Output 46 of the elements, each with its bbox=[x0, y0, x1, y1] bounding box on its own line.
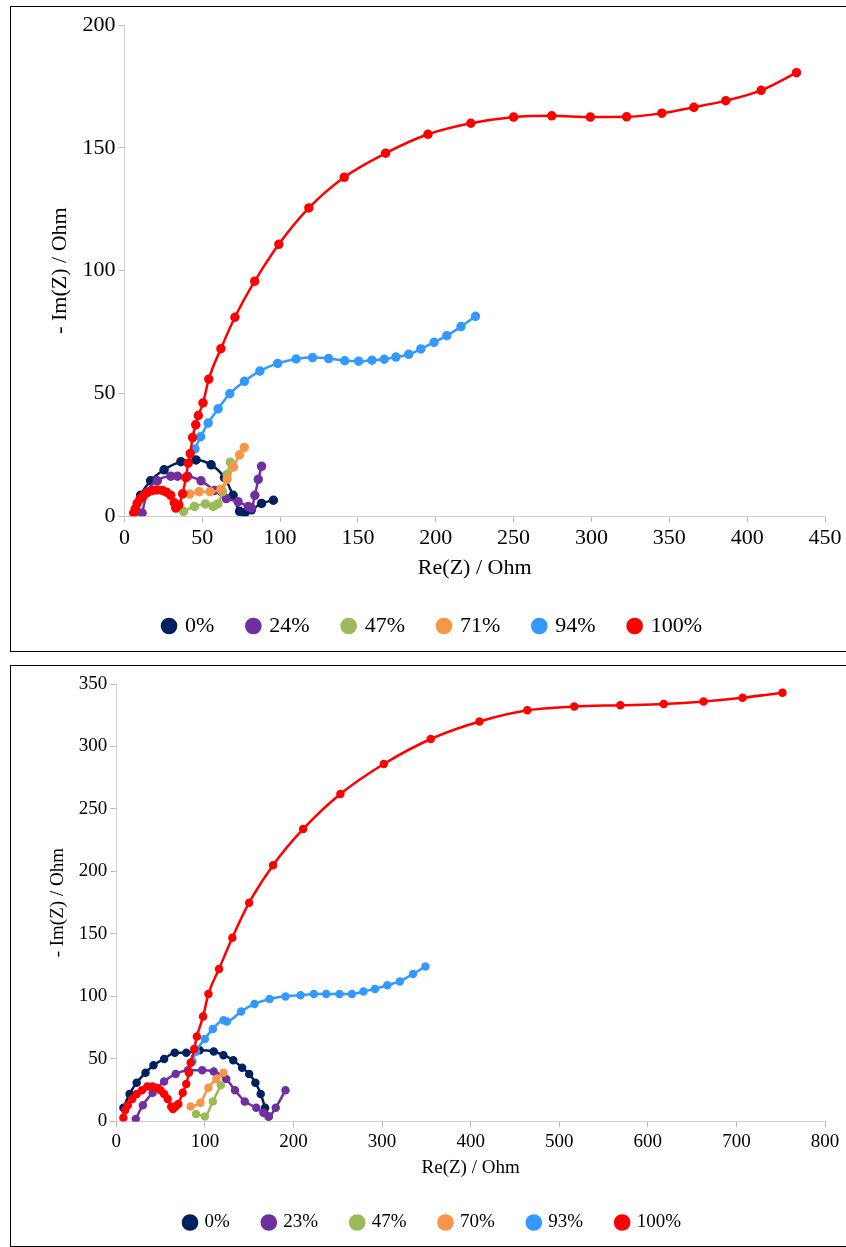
x-axis-title: Re(Z) / Ohm bbox=[417, 553, 532, 579]
x-tick-label: 200 bbox=[279, 1129, 308, 1151]
legend-label: 0% bbox=[185, 611, 215, 637]
x-tick-label: 400 bbox=[730, 524, 764, 550]
x-tick-label: 300 bbox=[367, 1129, 397, 1151]
legend-label: 0% bbox=[204, 1210, 231, 1232]
x-tick-label: 200 bbox=[419, 524, 453, 550]
x-tick-label: 150 bbox=[341, 524, 375, 550]
legend-label: 47% bbox=[364, 611, 405, 637]
legend-label: 70% bbox=[460, 1210, 495, 1232]
x-tick-label: 500 bbox=[544, 1129, 574, 1151]
y-tick-label: 350 bbox=[78, 671, 108, 693]
x-tick-label: 350 bbox=[652, 524, 686, 550]
y-tick-label: 0 bbox=[104, 501, 116, 527]
y-tick-label: 250 bbox=[78, 796, 108, 818]
y-tick-label: 150 bbox=[78, 921, 108, 943]
x-tick-label: 600 bbox=[633, 1129, 663, 1151]
legend-label: 71% bbox=[460, 611, 501, 637]
x-tick-label: 450 bbox=[808, 524, 842, 550]
legend-label: 23% bbox=[283, 1210, 319, 1232]
y-tick-label: 0 bbox=[97, 1109, 108, 1131]
y-tick-label: 50 bbox=[88, 1046, 108, 1068]
y-axis-title: - Im(Z) / Ohm bbox=[45, 207, 71, 334]
y-tick-label: 300 bbox=[78, 734, 108, 756]
legend-label: 100% bbox=[636, 1210, 682, 1232]
y-axis-title: - Im(Z) / Ohm bbox=[46, 847, 69, 958]
x-axis-title: Re(Z) / Ohm bbox=[421, 1155, 520, 1178]
x-tick-label: 50 bbox=[191, 524, 214, 550]
legend-label: 47% bbox=[371, 1210, 407, 1232]
legend-label: 94% bbox=[555, 611, 596, 637]
x-tick-label: 400 bbox=[456, 1129, 485, 1151]
legend-label: 93% bbox=[548, 1210, 584, 1232]
x-tick-label: 100 bbox=[190, 1129, 220, 1151]
x-tick-label: 100 bbox=[263, 524, 297, 550]
x-tick-label: 250 bbox=[497, 524, 531, 550]
legend-label: 24% bbox=[269, 611, 310, 637]
y-tick-label: 100 bbox=[82, 256, 116, 282]
y-tick-label: 200 bbox=[82, 10, 116, 36]
x-tick-label: 800 bbox=[810, 1129, 840, 1151]
y-tick-label: 50 bbox=[93, 379, 116, 405]
legend-label: 100% bbox=[650, 611, 702, 637]
x-tick-label: 300 bbox=[574, 524, 608, 550]
y-tick-label: 150 bbox=[82, 133, 116, 159]
x-tick-label: 700 bbox=[722, 1129, 751, 1151]
y-tick-label: 100 bbox=[78, 984, 108, 1006]
y-tick-label: 200 bbox=[78, 859, 108, 881]
